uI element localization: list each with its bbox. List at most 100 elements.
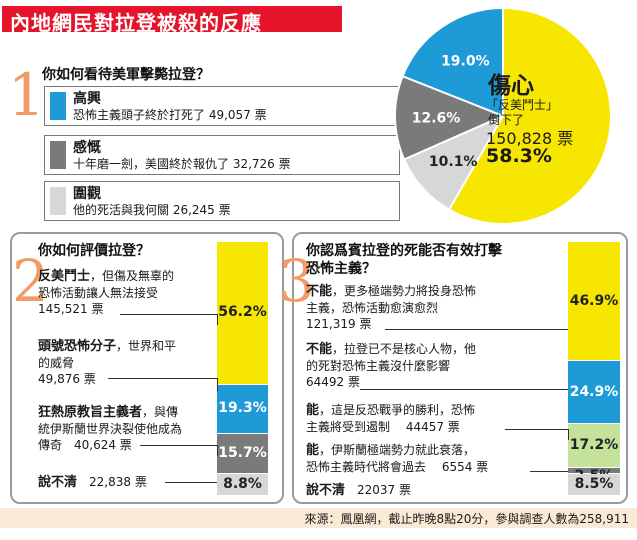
q1-swatch-lightgray — [50, 187, 66, 215]
q3-item-line1: ，更多極端勢力將投身恐怖 — [332, 284, 477, 298]
bar-value-label: 17.2% — [569, 437, 619, 454]
q2-item-bold: 狂熱原教旨主義者 — [38, 405, 143, 420]
q2-item-line2: 恐怖活動讓人無法接受 — [38, 286, 159, 300]
question-number-1: 1 — [8, 61, 45, 129]
bar-segment-5: 8.5% — [568, 474, 620, 495]
q3-connector-3 — [505, 429, 569, 440]
q3-item-bold: 不能 — [306, 284, 333, 299]
bar-segment-3: 15.7% — [217, 433, 268, 473]
q1-option-desc: 他的死活與我何關 26,245 票 — [73, 203, 231, 217]
q2-item-line1: ，但傷及無辜的 — [90, 269, 175, 283]
question-1-text: 你如何看待美軍擊斃拉登？ — [42, 67, 210, 83]
q2-item-1: 反美鬥士，但傷及無辜的 恐怖活動讓人無法接受 145,521 票 — [38, 268, 174, 317]
q2-stacked-bar: 56.2% 19.3% 15.7% 8.8% — [217, 242, 268, 496]
bar-value-label: 19.3% — [218, 400, 267, 417]
q2-item-line2: 統伊斯蘭世界決裂使他成為 — [38, 422, 183, 436]
q1-swatch-blue — [50, 92, 66, 120]
pie-slice-2 — [394, 74, 506, 161]
q2-item-line3: 145,521 票 — [38, 302, 104, 316]
pie-value-label: 12.6% — [412, 110, 461, 126]
q3-item-3: 能，這是反恐戰爭的勝利，恐怖 主義將受到遏制 44457 票 — [306, 402, 475, 435]
q3-stacked-bar: 46.9% 24.9% 17.2% 2.5%8.5% — [568, 242, 620, 496]
bar-value-label: 24.9% — [569, 383, 619, 400]
q3-connector-1 — [385, 329, 568, 331]
q1-option-title: 感慨 — [73, 140, 101, 156]
bar-segment-4: 2.5% — [568, 468, 620, 484]
pie-main-line2: 倒下了 — [488, 113, 525, 127]
pie-slice-1 — [401, 6, 504, 118]
q2-item-line2: 的威脅 — [38, 356, 75, 370]
q2-connector-3 — [140, 445, 218, 456]
q3-item-line1: ，拉登已不是核心人物，他 — [332, 342, 477, 356]
q3-item-2: 不能，拉登已不是核心人物，他 的死對恐怖主義沒什麼影響 64492 票 — [306, 341, 476, 390]
q2-connector-4 — [165, 482, 217, 484]
pie-value-label: 19.0% — [441, 54, 490, 70]
bar-value-label: 56.2% — [218, 304, 267, 321]
bar-value-label: 8.5% — [574, 476, 614, 493]
bar-segment-3: 17.2% — [568, 424, 620, 468]
q3-item-4: 能，伊斯蘭極端勢力就此衰落， 恐怖主義時代將會過去 6554 票 — [306, 442, 488, 475]
q3-connector-2 — [360, 389, 568, 391]
footer-bar — [0, 508, 637, 528]
question-number-3: 3 — [278, 247, 315, 315]
q1-option-box-2: 感慨 十年磨一劍，美國終於報仇了 32,726 票 — [44, 135, 400, 175]
pie-main-votes: 150,828 票 — [486, 129, 574, 148]
source-note: 來源：鳳凰網，截止昨晚8點20分，參與調查人數為258,911 — [304, 512, 629, 526]
q3-item-1: 不能，更多極端勢力將投身恐怖 主義，恐怖活動愈演愈烈 121,319 票 — [306, 283, 476, 332]
bar-segment-1: 46.9% — [568, 242, 620, 361]
question-3-text-line2: 恐怖主義？ — [306, 261, 376, 277]
q2-item-2: 頭號恐怖分子，世界和平 的威脅 49,876 票 — [38, 338, 176, 387]
q3-item-5: 說不清 22037 票 — [306, 482, 411, 499]
pie-main-title: 傷心 — [488, 73, 534, 99]
bar-segment-1: 56.2% — [217, 242, 268, 384]
q2-connector-2 — [108, 378, 218, 391]
q2-connector-1 — [120, 314, 218, 325]
q2-item-line3: 傳奇 40,624 票 — [38, 438, 132, 452]
q3-item-line1: ，伊斯蘭極端勢力就此衰落， — [319, 443, 476, 457]
pie-slice-4 — [447, 6, 612, 225]
q1-option-title: 高興 — [73, 91, 101, 107]
q3-item-line3: 64492 票 — [306, 375, 360, 389]
q3-item-bold: 不能 — [306, 342, 333, 357]
q1-option-desc: 恐怖主義頭子終於打死了 49,057 票 — [73, 108, 267, 122]
pie-value-label: 10.1% — [429, 154, 478, 170]
q3-item-line2: 主義將受到遏制 44457 票 — [306, 420, 460, 434]
q2-item-bold: 反美鬥士 — [38, 269, 91, 284]
q2-item-bold: 頭號恐怖分子 — [38, 339, 117, 354]
q2-item-line1: ，世界和平 — [116, 339, 177, 353]
q1-pie-chart: 19.0% 12.6% 10.1% — [394, 6, 612, 225]
q3-item-line3: 121,319 票 — [306, 317, 372, 331]
pie-main-line1: 「反美鬥士」 — [486, 98, 559, 112]
q1-swatch-darkgray — [50, 141, 66, 169]
question-number-2: 2 — [12, 247, 49, 315]
q3-item-line2: 主義，恐怖活動愈演愈烈 — [306, 301, 439, 315]
question-3-text-line1: 你認爲賓拉登的死能否有效打擊 — [306, 243, 502, 259]
q1-option-title: 圍觀 — [73, 186, 101, 202]
q1-option-desc: 十年磨一劍，美國終於報仇了 32,726 票 — [73, 157, 291, 171]
q2-item-bold: 說不清 — [38, 475, 78, 490]
q3-connector-4 — [530, 471, 568, 473]
q2-item-3: 狂熱原教旨主義者，與傳 統伊斯蘭世界決裂使他成為 傳奇 40,624 票 — [38, 404, 182, 453]
bar-segment-2: 24.9% — [568, 361, 620, 424]
q3-item-line2: 恐怖主義時代將會過去 6554 票 — [306, 460, 489, 474]
q2-item-line1: ，與傳 — [142, 405, 179, 419]
bar-value-label: 46.9% — [569, 292, 619, 309]
q3-item-line1: 22037 票 — [345, 483, 412, 497]
q1-option-box-1: 高興 恐怖主義頭子終於打死了 49,057 票 — [44, 86, 400, 126]
bar-segment-4: 8.8% — [217, 473, 268, 495]
pie-main-percent: 58.3% — [486, 145, 552, 167]
q2-item-line3: 49,876 票 — [38, 372, 96, 386]
q3-item-line1: ，這是反恐戰爭的勝利，恐怖 — [319, 403, 476, 417]
title-bar — [2, 6, 342, 32]
q1-option-box-3: 圍觀 他的死活與我何關 26,245 票 — [44, 181, 400, 221]
q3-item-line2: 的死對恐怖主義沒什麼影響 — [306, 359, 451, 373]
bar-value-label: 8.8% — [223, 475, 262, 492]
bar-segment-2: 19.3% — [217, 384, 268, 433]
bar-value-label: 15.7% — [218, 444, 267, 461]
question-2-text: 你如何評價拉登？ — [38, 243, 150, 259]
page-title: 內地網民對拉登被殺的反應 — [10, 11, 262, 35]
q3-item-bold: 能 — [306, 403, 320, 418]
q3-item-bold: 能 — [306, 443, 320, 458]
q3-item-bold: 說不清 — [306, 483, 346, 498]
q2-item-line1: 22,838 票 — [77, 475, 147, 489]
